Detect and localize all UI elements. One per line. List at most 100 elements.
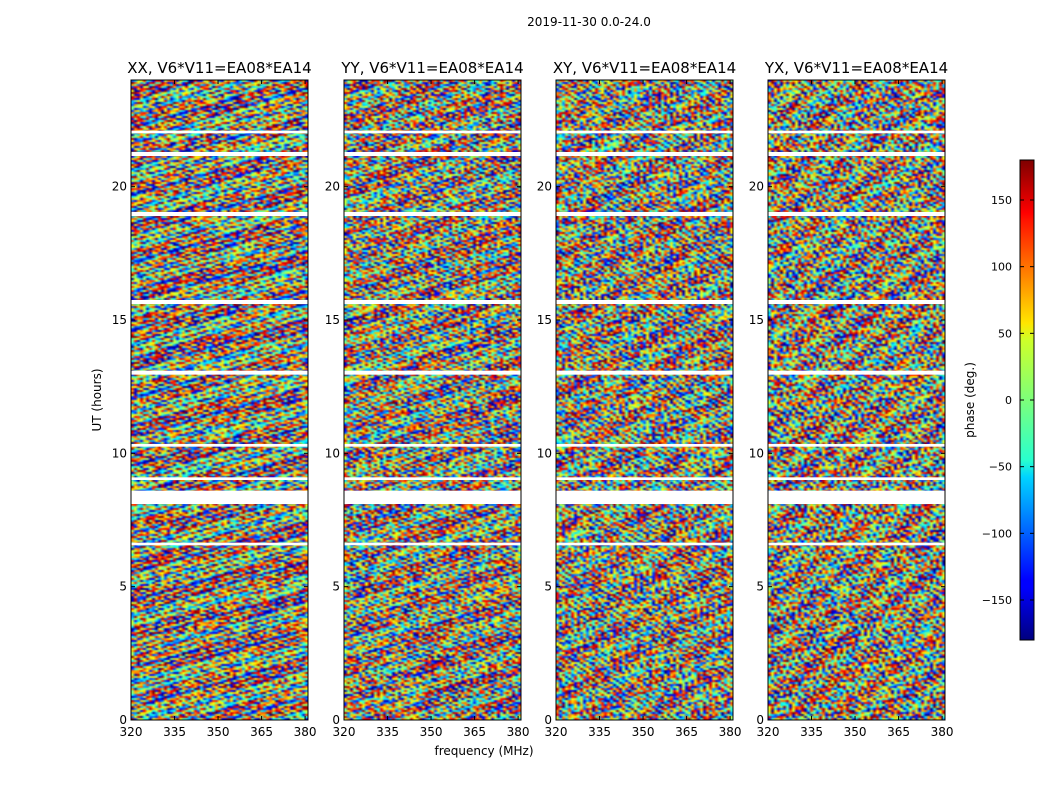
x-tick-label: 350: [844, 725, 867, 739]
flagged-band-5: [556, 300, 733, 304]
flagged-band-8: [131, 130, 308, 134]
y-tick-label: 15: [325, 313, 340, 327]
panel-title: YY, V6*V11=EA08*EA14: [340, 59, 523, 77]
figure-title: 2019-11-30 0.0-24.0: [527, 15, 651, 29]
flagged-band-2: [344, 477, 521, 480]
y-tick-label: 5: [119, 580, 127, 594]
flagged-band-3: [344, 444, 521, 447]
x-tick-label: 320: [545, 725, 568, 739]
y-tick-label: 0: [756, 713, 764, 727]
colorbar-ticks: 150 100 50 0 −50 −100 −150: [982, 194, 1034, 607]
y-tick-label: 20: [537, 180, 552, 194]
flagged-band-2: [556, 477, 733, 480]
x-tick-label: 350: [207, 725, 230, 739]
panel-yx: YX, V6*V11=EA08*EA14 320 335 350 365 380 0 5 10 1…: [749, 59, 954, 739]
flagged-band-6: [131, 212, 308, 216]
flagged-band-0: [344, 542, 521, 546]
x-tick-label: 320: [333, 725, 356, 739]
x-tick-label: 365: [463, 725, 486, 739]
y-tick-label: 5: [332, 580, 340, 594]
flagged-band-5: [131, 300, 308, 304]
x-tick-label: 335: [376, 725, 399, 739]
panel-xy-phase-image: [556, 80, 733, 720]
y-tick-label: 10: [325, 446, 340, 460]
y-tick-label: 15: [537, 313, 552, 327]
panel-xy: XY, V6*V11=EA08*EA14 320 335 350 365 380 0 5 10 1…: [537, 59, 742, 739]
x-tick-label: 380: [294, 725, 317, 739]
panel-title: XY, V6*V11=EA08*EA14: [553, 59, 736, 77]
panel-xx: XX, V6*V11=EA08*EA14 320 335 350 365 380 0 5 10 1…: [112, 59, 317, 739]
panel-frame: [555, 79, 734, 721]
flagged-band-7: [131, 152, 308, 156]
x-tick-label: 380: [931, 725, 954, 739]
colorbar-tick-label: −100: [982, 527, 1012, 540]
y-tick-label: 0: [544, 713, 552, 727]
flagged-band-8: [344, 130, 521, 134]
colorbar-tick-label: 0: [1005, 394, 1012, 407]
flagged-band-7: [344, 152, 521, 156]
y-axis-label: UT (hours): [90, 368, 104, 431]
panel-yy: YY, V6*V11=EA08*EA14 320 335 350 365 380 0 5 10 1…: [325, 59, 530, 739]
x-tick-label: 380: [507, 725, 530, 739]
panel-title: YX, V6*V11=EA08*EA14: [764, 59, 948, 77]
x-tick-label: 320: [757, 725, 780, 739]
panel-yx-phase-image: [768, 80, 945, 720]
y-tick-label: 10: [112, 446, 127, 460]
panel-title: XX, V6*V11=EA08*EA14: [127, 59, 311, 77]
flagged-band-1: [344, 490, 521, 504]
colorbar-tick-label: 100: [991, 261, 1012, 274]
panels: XX, V6*V11=EA08*EA14 320 335 350 365 380 0 5 10 1…: [112, 59, 954, 739]
panel-frame: [130, 79, 309, 721]
flagged-band-4: [556, 370, 733, 375]
y-tick-label: 5: [756, 580, 764, 594]
flagged-band-5: [344, 300, 521, 304]
flagged-band-6: [556, 212, 733, 216]
y-tick-label: 10: [749, 446, 764, 460]
flagged-band-7: [768, 152, 945, 156]
colorbar: 150 100 50 0 −50 −100 −150 phase (deg.): [963, 159, 1035, 641]
x-tick-label: 320: [120, 725, 143, 739]
flagged-band-3: [131, 444, 308, 447]
colorbar-tick-label: 50: [998, 327, 1012, 340]
colorbar-tick-label: 150: [991, 194, 1012, 207]
y-tick-label: 20: [325, 180, 340, 194]
flagged-band-8: [556, 130, 733, 134]
panel-frame: [343, 79, 522, 721]
panel-xx-phase-image: [131, 80, 308, 720]
flagged-band-1: [768, 490, 945, 504]
y-tick-label: 20: [749, 180, 764, 194]
x-tick-label: 335: [800, 725, 823, 739]
flagged-band-2: [768, 477, 945, 480]
flagged-band-8: [768, 130, 945, 134]
flagged-band-4: [131, 370, 308, 375]
x-tick-label: 365: [250, 725, 273, 739]
flagged-band-0: [556, 542, 733, 546]
flagged-band-4: [768, 370, 945, 375]
y-tick-label: 0: [332, 713, 340, 727]
flagged-band-1: [131, 490, 308, 504]
x-tick-label: 365: [887, 725, 910, 739]
flagged-band-3: [556, 444, 733, 447]
flagged-band-1: [556, 490, 733, 504]
flagged-band-6: [768, 212, 945, 216]
panel-yy-phase-image: [344, 80, 521, 720]
x-tick-label: 335: [588, 725, 611, 739]
flagged-band-6: [344, 212, 521, 216]
x-tick-label: 350: [632, 725, 655, 739]
flagged-band-5: [768, 300, 945, 304]
x-tick-label: 335: [163, 725, 186, 739]
colorbar-label: phase (deg.): [963, 362, 977, 438]
flagged-band-4: [344, 370, 521, 375]
y-tick-label: 0: [119, 713, 127, 727]
x-tick-label: 380: [719, 725, 742, 739]
x-tick-label: 350: [420, 725, 443, 739]
flagged-band-2: [131, 477, 308, 480]
y-tick-label: 15: [749, 313, 764, 327]
colorbar-tick-label: −50: [989, 461, 1012, 474]
x-tick-label: 365: [675, 725, 698, 739]
flagged-band-0: [131, 542, 308, 546]
y-tick-label: 10: [537, 446, 552, 460]
colorbar-tick-label: −150: [982, 594, 1012, 607]
y-tick-label: 20: [112, 180, 127, 194]
